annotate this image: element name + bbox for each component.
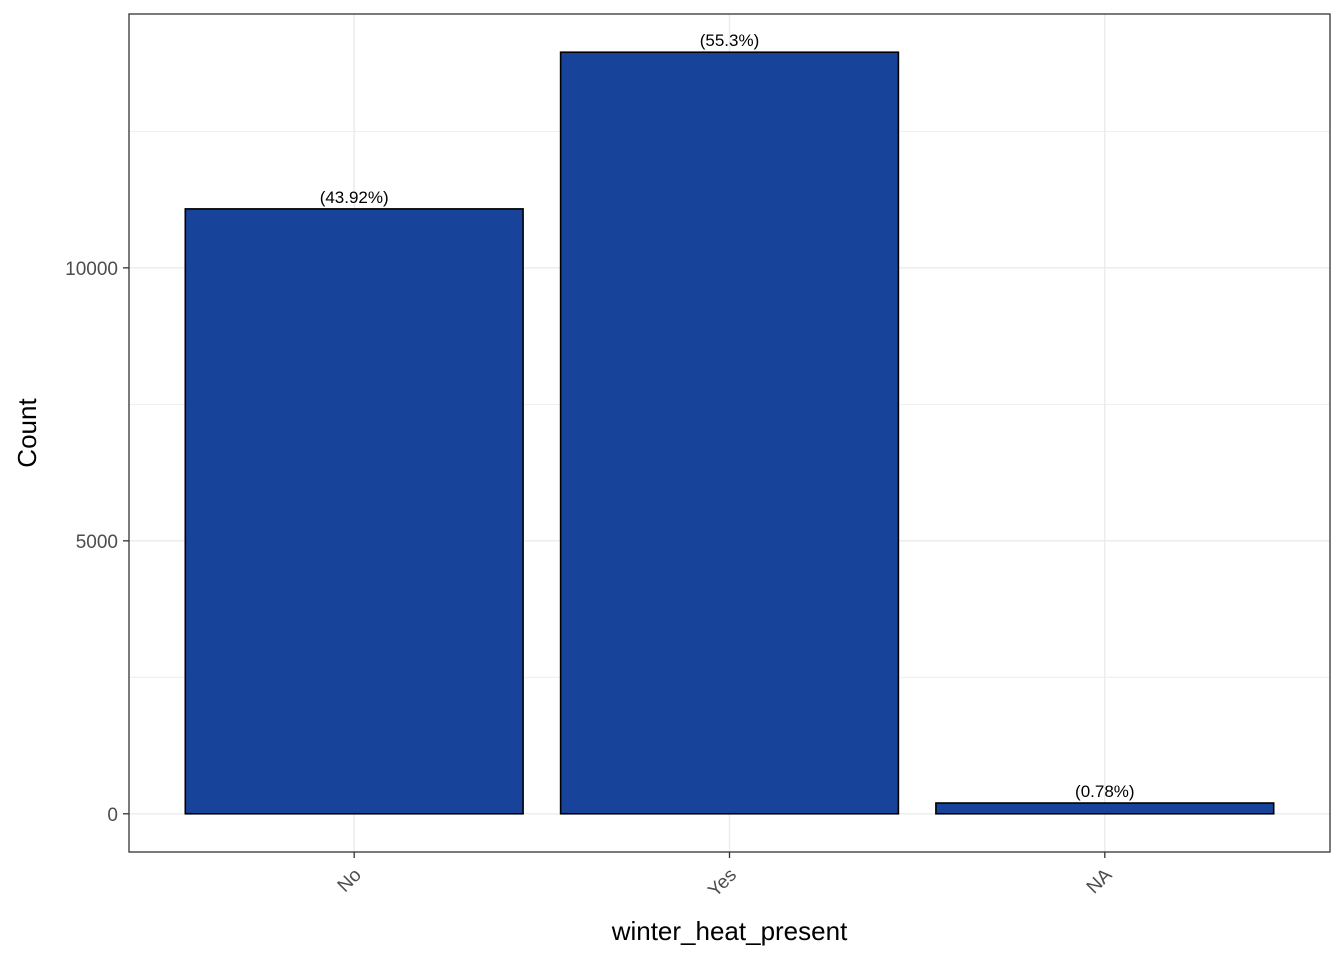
x-tick-label: No: [334, 865, 366, 897]
y-axis-title: Count: [12, 398, 42, 468]
y-tick-label: 0: [107, 805, 118, 826]
bars: [184, 51, 1275, 815]
bar-no: [184, 208, 524, 815]
x-tick-label: NA: [1083, 864, 1117, 898]
data-label: (55.3%): [700, 31, 760, 50]
y-axis: 0 5000 10000: [65, 259, 129, 826]
bar-yes: [559, 51, 900, 815]
y-tick-label: 10000: [65, 259, 118, 280]
x-tick-label: Yes: [704, 865, 741, 902]
x-axis-title: winter_heat_present: [611, 916, 848, 946]
bar-data-labels: (43.92%) (55.3%) (0.78%): [320, 31, 1135, 801]
y-tick-label: 5000: [76, 532, 118, 553]
data-label: (43.92%): [320, 188, 389, 207]
x-axis: No Yes NA: [334, 852, 1117, 901]
bar-na: [935, 802, 1275, 815]
data-label: (0.78%): [1075, 782, 1135, 801]
